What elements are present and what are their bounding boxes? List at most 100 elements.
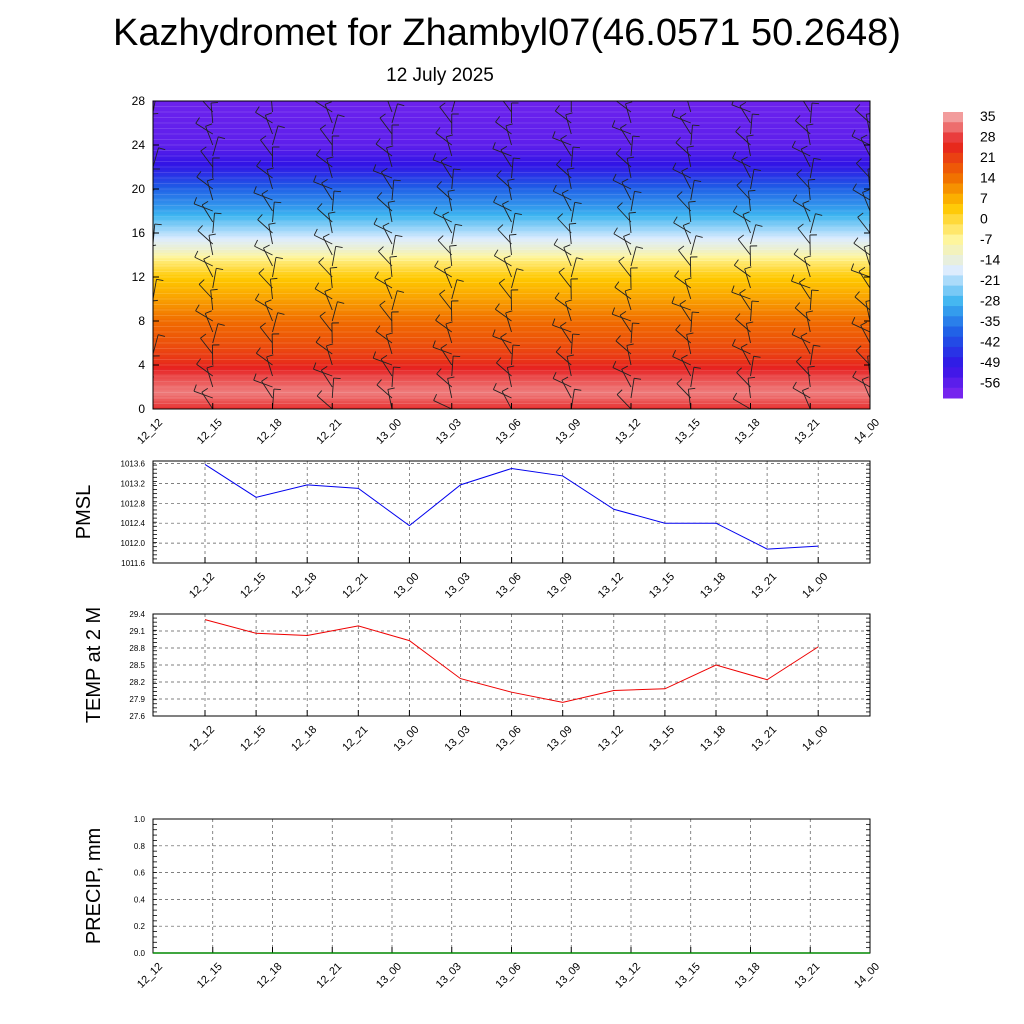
wind-barb-shaft xyxy=(435,319,453,333)
wind-barb-shaft xyxy=(451,169,454,190)
wind-barb-shaft xyxy=(612,179,632,190)
wind-barb-shaft xyxy=(391,367,394,388)
y-tick-label: 1013.6 xyxy=(121,459,146,468)
wind-barb-flag xyxy=(560,134,567,140)
colorbar-swatch xyxy=(943,193,963,205)
wind-barb-shaft xyxy=(555,351,572,366)
wind-barb-shaft xyxy=(570,101,572,102)
wind-barb-shaft xyxy=(570,257,577,278)
wind-barb-flag xyxy=(557,213,564,219)
colorbar-label: 28 xyxy=(980,129,996,145)
y-tick-label: 29.4 xyxy=(129,610,145,619)
wind-barb-shaft xyxy=(674,275,692,289)
wind-barb-flag xyxy=(731,285,735,293)
wind-barb-shaft xyxy=(256,165,273,179)
wind-barb-shaft xyxy=(153,287,154,288)
wind-barb-flag xyxy=(807,365,815,368)
wind-barb-flag xyxy=(857,212,864,218)
wind-barb-flag xyxy=(805,310,814,313)
wind-barb-flag xyxy=(218,136,226,140)
wind-barb-flag xyxy=(800,91,806,95)
temperature-band xyxy=(153,150,870,154)
wind-barb-flag xyxy=(694,179,702,182)
wind-barb-flag xyxy=(563,244,571,248)
wind-barb-flag xyxy=(612,361,617,368)
wind-barb-shaft xyxy=(612,367,632,377)
wind-barb-shaft xyxy=(869,407,870,409)
wind-barb-shaft xyxy=(210,290,214,311)
wind-barb-flag xyxy=(737,234,744,240)
wind-barb-flag xyxy=(257,214,263,220)
y-tick-label: 1012.8 xyxy=(121,499,146,508)
wind-barb-flag xyxy=(673,216,678,223)
wind-barb-shaft xyxy=(613,233,632,245)
wind-barb-shaft xyxy=(797,227,811,245)
wind-barb-shaft xyxy=(384,280,393,300)
temperature-band xyxy=(153,235,870,240)
wind-barb-flag xyxy=(636,246,644,249)
temperature-band xyxy=(153,277,870,281)
x-tick-label: 14_00 xyxy=(852,417,882,447)
x-tick-label: 12_21 xyxy=(340,724,370,754)
y-axis-label: PRECIP, mm xyxy=(83,828,105,944)
wind-barb-shaft xyxy=(552,324,572,333)
wind-barb-flag xyxy=(867,355,870,357)
wind-barb-flag xyxy=(753,168,761,171)
wind-barb-flag xyxy=(313,362,317,370)
wind-barb-flag xyxy=(513,157,521,160)
wind-barb-shaft xyxy=(200,150,214,168)
x-tick-label: 13_03 xyxy=(434,961,464,991)
wind-barb-flag xyxy=(193,384,197,392)
wind-barb-flag xyxy=(266,354,274,358)
wind-barb-flag xyxy=(558,267,565,273)
wind-barb-flag xyxy=(434,260,439,267)
wind-barb-flag xyxy=(153,113,159,115)
wind-barb-flag xyxy=(813,157,821,160)
wind-barb-shaft xyxy=(375,330,393,344)
wind-barb-flag xyxy=(614,281,620,288)
wind-barb-flag xyxy=(313,175,317,182)
wind-barb-flag xyxy=(561,189,569,194)
wind-barb-flag xyxy=(736,180,743,186)
wind-barb-shaft xyxy=(690,125,693,146)
wind-barb-flag xyxy=(852,183,857,190)
x-tick-label: 13_09 xyxy=(553,417,583,447)
x-tick-label: 13_09 xyxy=(553,961,583,991)
wind-barb-flag xyxy=(201,388,208,393)
wind-barb-shaft xyxy=(511,158,514,179)
wind-barb-flag xyxy=(796,356,802,362)
wind-barb-shaft xyxy=(313,368,333,377)
wind-barb-shaft xyxy=(678,249,692,267)
wind-barb-shaft xyxy=(153,221,154,222)
wind-barb-flag xyxy=(620,123,627,129)
wind-barb-shaft xyxy=(205,126,214,146)
wind-barb-shaft xyxy=(439,293,453,311)
wind-barb-flag xyxy=(732,205,738,212)
wind-barb-shaft xyxy=(686,334,692,355)
wind-barb-flag xyxy=(322,233,330,238)
wind-barb-shaft xyxy=(793,253,811,267)
wind-barb-flag xyxy=(811,102,820,105)
wind-barb-shaft xyxy=(690,367,695,388)
wind-barb-flag xyxy=(755,224,763,227)
wind-barb-flag xyxy=(554,105,560,112)
wind-barb-flag xyxy=(439,102,446,108)
wind-barb-shaft xyxy=(690,235,697,256)
wind-barb-shaft xyxy=(852,189,870,201)
wind-barb-flag xyxy=(201,200,209,206)
wind-barb-flag xyxy=(496,357,502,364)
wind-barb-flag xyxy=(373,217,378,225)
y-axis-label: TEMP at 2 M xyxy=(83,607,105,723)
wind-barb-shaft xyxy=(732,398,751,409)
y-tick-label: 27.9 xyxy=(129,695,145,704)
wind-barb-shaft xyxy=(198,284,214,300)
wind-barb-flag xyxy=(433,394,437,401)
y-tick-label: 28.2 xyxy=(129,678,145,687)
x-tick-label: 12_18 xyxy=(289,571,319,601)
wind-barb-shaft xyxy=(254,245,273,256)
wind-barb-shaft xyxy=(331,101,333,102)
wind-barb-flag xyxy=(611,307,616,315)
x-tick-label: 13_12 xyxy=(613,417,643,447)
wind-barb-shaft xyxy=(750,169,755,190)
wind-barb-shaft xyxy=(195,310,213,322)
